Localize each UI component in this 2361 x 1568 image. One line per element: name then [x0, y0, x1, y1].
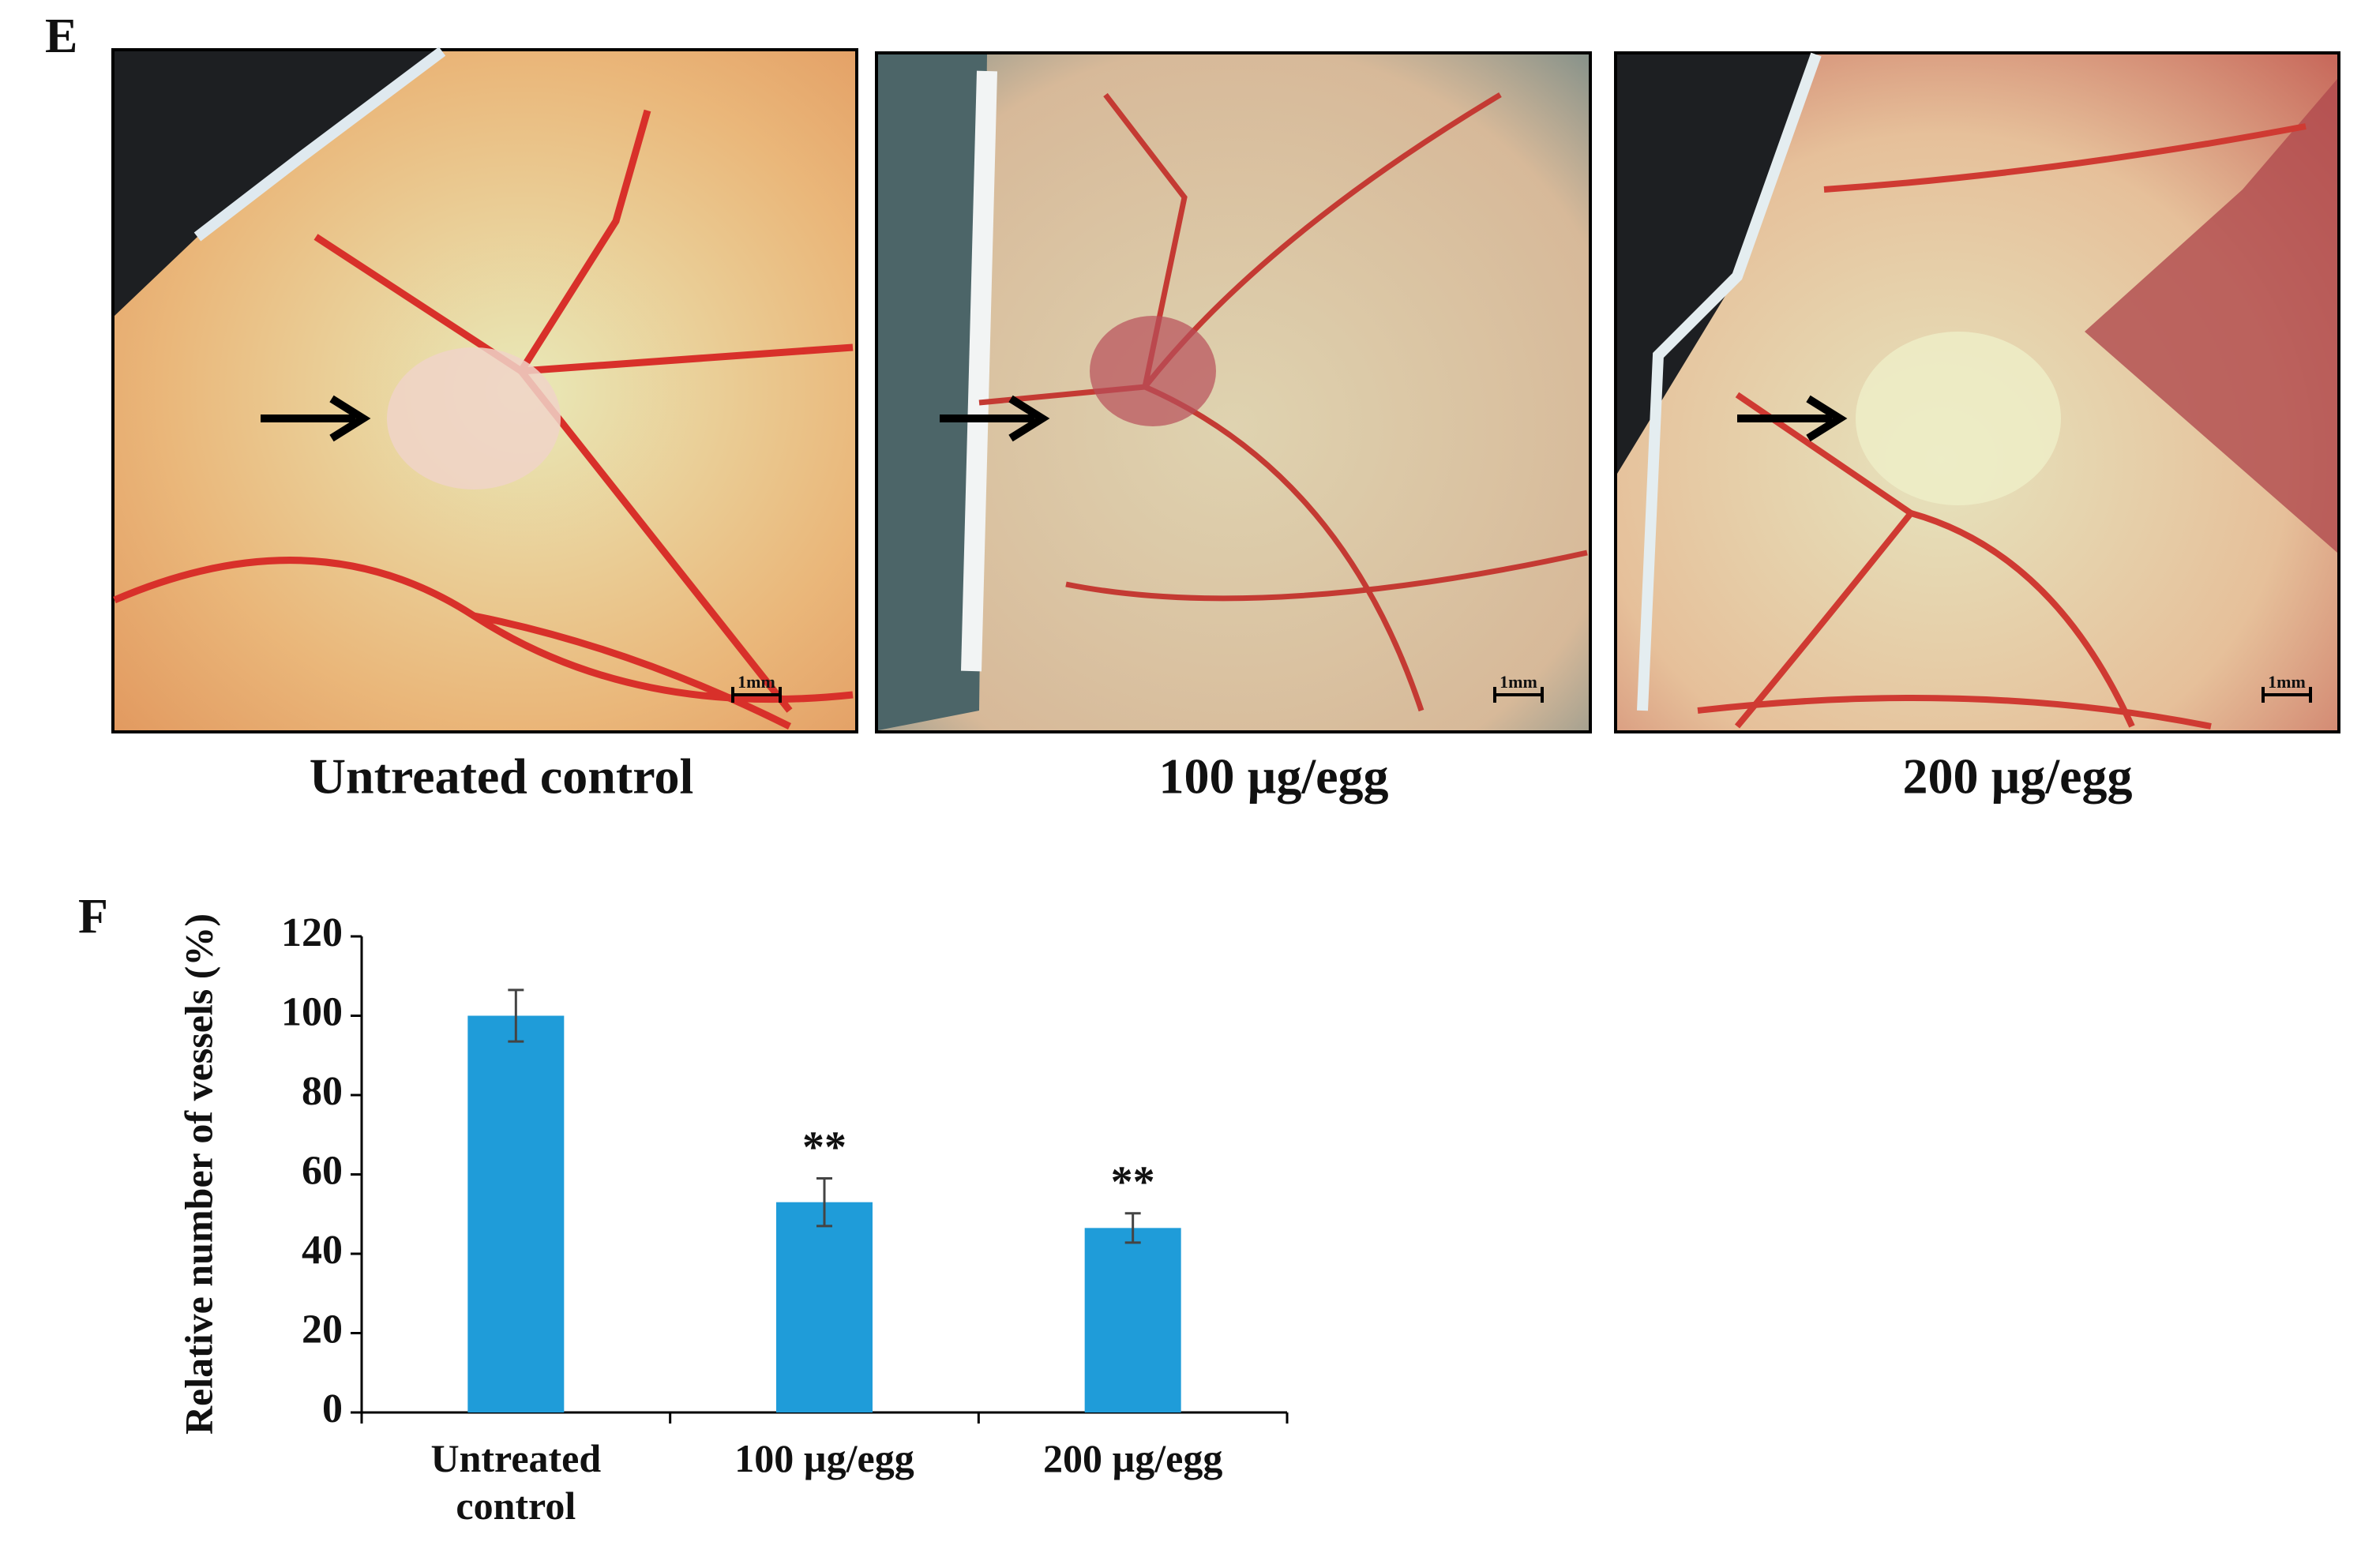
- caption: Untreated control: [310, 748, 693, 805]
- x-tick-label: Untreated control: [430, 1436, 602, 1528]
- bar: [1084, 1228, 1181, 1412]
- scale-bar-label: 1mm: [2268, 672, 2306, 692]
- scale-bar-label: 1mm: [738, 672, 775, 692]
- y-axis-label: Relative number of vessels (%): [176, 913, 220, 1435]
- y-tick-label: 120: [281, 910, 343, 955]
- significance-label: **: [1111, 1158, 1155, 1207]
- x-tick-label: 200 µg/egg: [1042, 1436, 1223, 1480]
- y-tick-label: 40: [302, 1228, 343, 1273]
- error-bar: [508, 988, 524, 1043]
- y-tick-label: 80: [302, 1069, 343, 1114]
- error-bar: [1124, 1212, 1141, 1244]
- y-tick-label: 60: [302, 1148, 343, 1193]
- error-bar: [816, 1177, 832, 1228]
- x-tick-label: 100 µg/egg: [734, 1436, 914, 1480]
- caption: 100 µg/egg: [1158, 748, 1388, 805]
- significance-label: **: [802, 1123, 846, 1172]
- y-tick-label: 20: [302, 1307, 343, 1352]
- bar: [467, 1015, 565, 1412]
- photo: 1mm: [1614, 51, 2340, 733]
- panel-label: F: [78, 890, 108, 943]
- caption: 200 µg/egg: [1902, 748, 2132, 805]
- photo: 1mm: [111, 47, 858, 733]
- panel-label: E: [45, 9, 77, 63]
- scale-bar-label: 1mm: [1500, 672, 1537, 692]
- photo: 1mm: [875, 51, 1592, 733]
- y-tick-label: 0: [322, 1386, 343, 1431]
- y-tick-label: 100: [281, 989, 343, 1034]
- bar: [776, 1202, 873, 1412]
